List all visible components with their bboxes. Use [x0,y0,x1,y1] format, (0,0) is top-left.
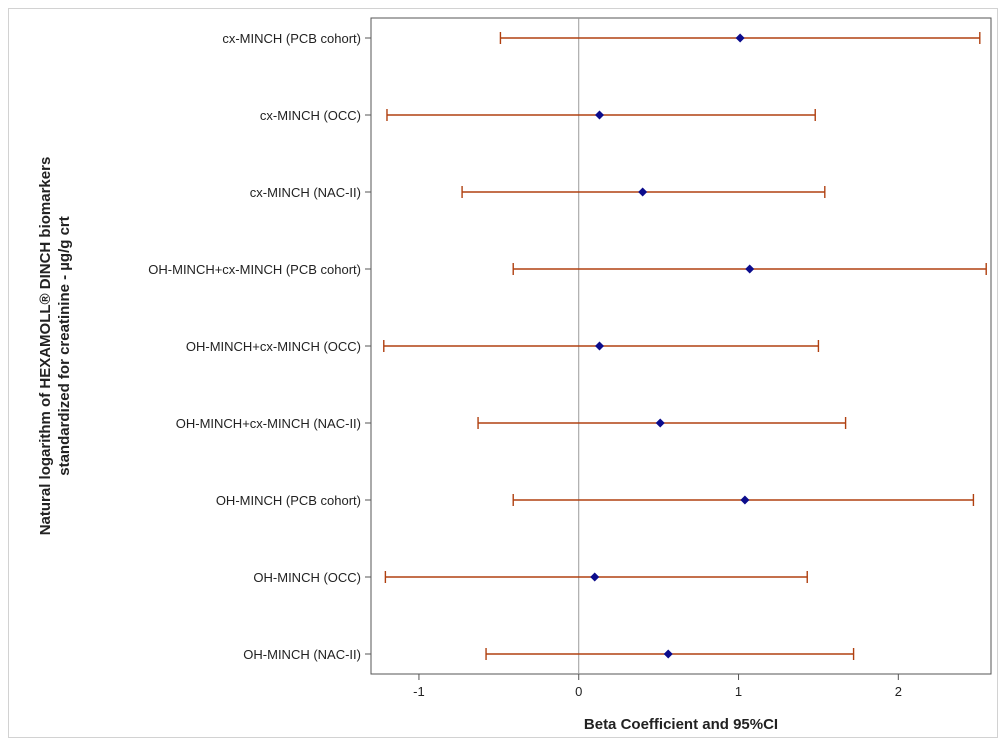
category-label: cx-MINCH (PCB cohort) [222,31,361,46]
point-estimate [745,264,755,274]
point-estimate [595,341,605,351]
x-axis-title: Beta Coefficient and 95%CI [584,716,778,733]
category-label: OH-MINCH (NAC-II) [243,647,361,662]
point-estimate [740,495,750,505]
x-tick-label: -1 [413,684,425,699]
point-estimate [638,187,648,197]
x-tick-label: 2 [895,684,902,699]
category-label: OH-MINCH (PCB cohort) [216,493,361,508]
point-estimate [663,649,673,659]
x-tick-label: 0 [575,684,582,699]
category-label: OH-MINCH+cx-MINCH (NAC-II) [176,416,361,431]
point-estimate [735,33,745,43]
y-axis-title-line-1: Natural logarithm of HEXAMOLL® DINCH bio… [37,157,54,536]
category-label: cx-MINCH (OCC) [260,108,361,123]
point-estimate [590,572,600,582]
series-layer [383,32,987,660]
category-axis-layer: cx-MINCH (PCB cohort) cx-MINCH (OCC) cx-MI… [148,31,371,662]
category-label: cx-MINCH (NAC-II) [250,185,361,200]
y-axis-title: Natural logarithm of HEXAMOLL® DINCH bio… [37,157,73,536]
category-label: OH-MINCH+cx-MINCH (PCB cohort) [148,262,361,277]
figure-border [8,8,998,738]
category-label: OH-MINCH (OCC) [253,570,361,585]
point-estimate [595,110,605,120]
category-label: OH-MINCH+cx-MINCH (OCC) [186,339,361,354]
y-axis-title-line-2: standardized for creatinine - µg/g crt [56,216,73,476]
x-tick-label: 1 [735,684,742,699]
x-axis-layer: -1 0 1 2 [413,674,902,699]
point-estimate [655,418,665,428]
